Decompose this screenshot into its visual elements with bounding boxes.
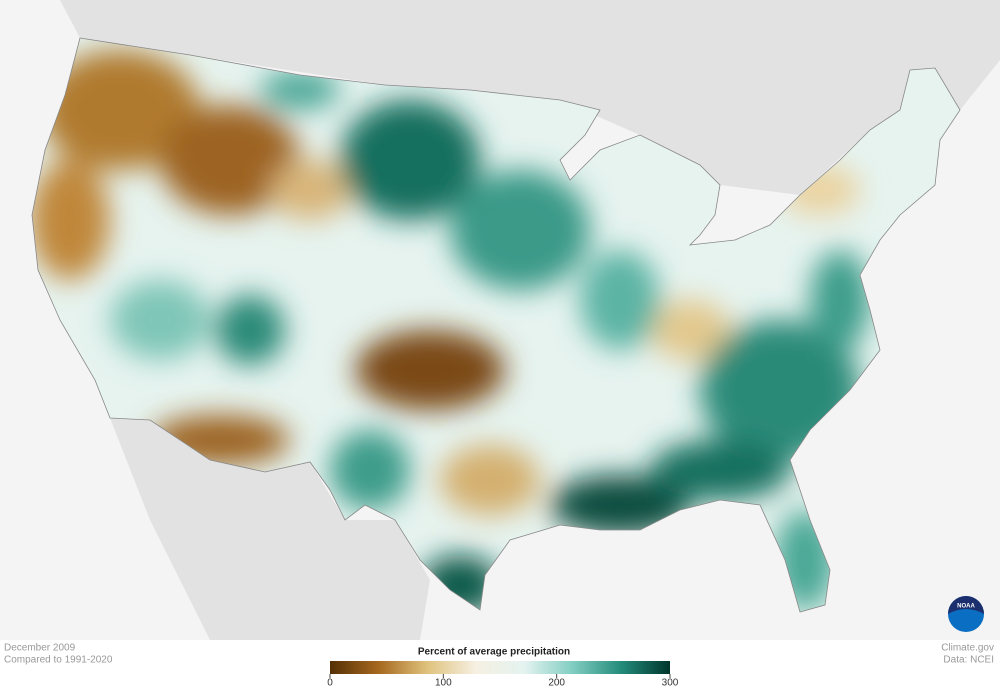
logo-text: NOAA <box>957 604 975 610</box>
source: Data: NCEI <box>943 655 994 666</box>
colorbar-tick-label: 300 <box>662 678 679 689</box>
credit: Climate.gov <box>941 643 994 654</box>
baseline: Compared to 1991-2020 <box>4 655 113 666</box>
logo-top <box>948 596 984 614</box>
date: December 2009 <box>4 643 76 654</box>
colorbar <box>330 661 670 674</box>
legend-title: Percent of average precipitation <box>418 647 570 658</box>
colorbar-tick-label: 0 <box>327 678 333 689</box>
colorbar-tick-label: 100 <box>435 678 452 689</box>
mexico <box>110 418 430 640</box>
canada <box>60 0 1000 195</box>
colorbar-tick-label: 200 <box>548 678 565 689</box>
